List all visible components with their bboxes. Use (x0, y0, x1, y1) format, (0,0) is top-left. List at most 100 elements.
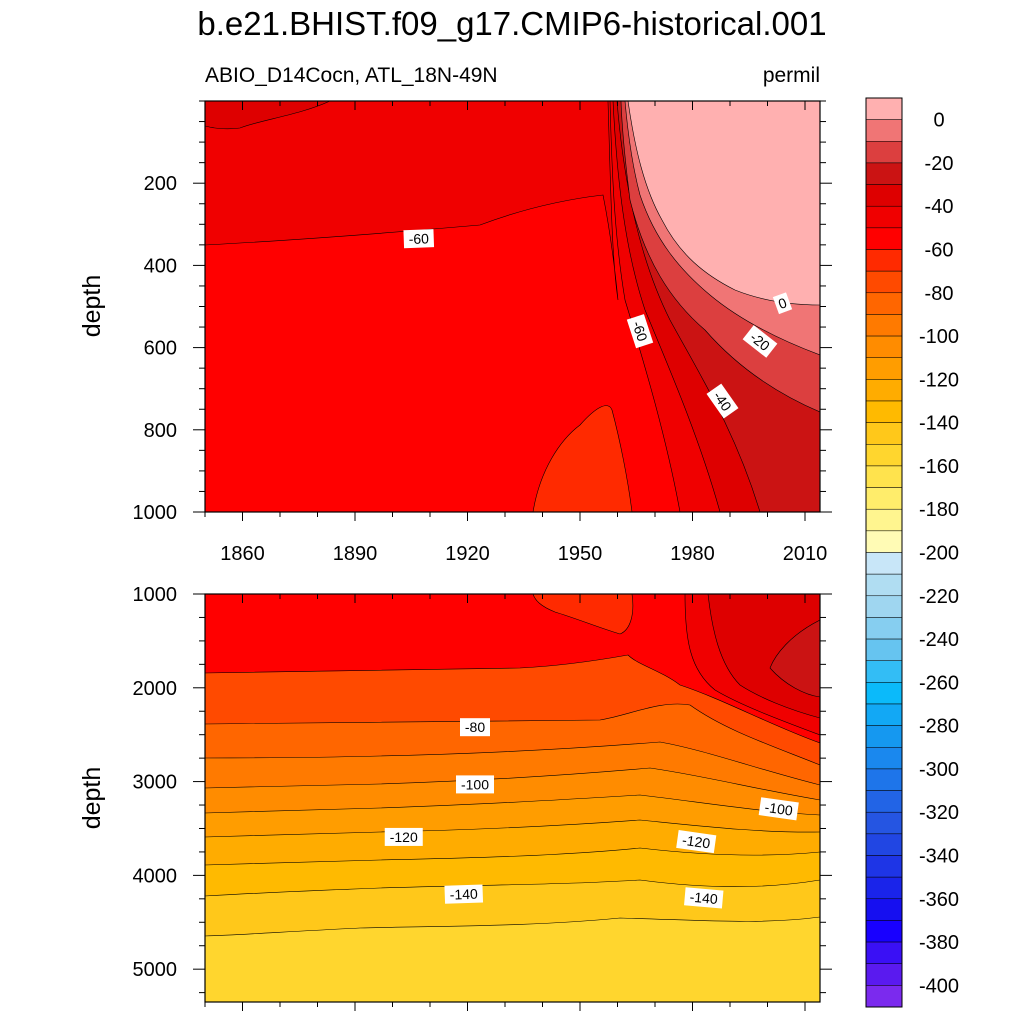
chart-title: b.e21.BHIST.f09_g17.CMIP6-historical.001 (197, 5, 826, 42)
colorbar-label-2: -40 (925, 196, 954, 218)
lower-contour-labels: -80 -100 -100 -120 -120 -140 -140 (384, 718, 799, 909)
lower-contour-label-bg-5 (444, 884, 484, 904)
colorbar-label-14: -280 (919, 716, 959, 738)
colorbar-box-12 (865, 357, 903, 380)
colorbar-label-5: -100 (919, 326, 959, 348)
upper-contour-label-2: 0 (772, 292, 793, 315)
colorbar-box-2 (865, 141, 903, 164)
colorbar-label-10: -200 (919, 543, 959, 565)
upper-x-tick-label-1: 1890 (333, 543, 378, 565)
upper-contour-label-text-1: -60 (629, 319, 651, 343)
colorbar-box-22 (865, 573, 903, 597)
colorbar-box-29 (865, 725, 903, 748)
upper-region-minus70-to-minus80 (532, 405, 633, 512)
lower-y-axis-label: depth (78, 767, 106, 830)
colorbar-box-15 (865, 422, 903, 445)
colorbar-box-25 (865, 638, 903, 661)
lower-y-tick-label-3: 4000 (133, 865, 178, 887)
colorbar-label-16: -320 (919, 802, 959, 824)
colorbar-label-3: -60 (925, 240, 954, 262)
lower-region-minus30-to-minus40 (769, 619, 820, 698)
lower-contour-label-text-4: -120 (681, 832, 711, 852)
colorbar-label-0: 0 (933, 110, 944, 132)
upper-region-darker-edge (205, 101, 331, 130)
lower-contour-label-text-1: -100 (461, 776, 489, 792)
chart-subtitle-right: permil (763, 64, 820, 87)
lower-contour-label-1: -100 (456, 775, 494, 794)
colorbar-label-6: -120 (919, 369, 959, 391)
colorbar-box-31 (865, 768, 903, 791)
colorbar-box-6 (865, 227, 903, 250)
lower-y-tick-label-1: 2000 (133, 678, 178, 700)
lower-contour-label-6: -140 (684, 887, 724, 909)
colorbar-box-1 (865, 119, 903, 142)
lower-contour-label-2: -100 (758, 797, 799, 821)
colorbar-box-9 (865, 292, 903, 315)
colorbar-box-18 (865, 487, 903, 510)
colorbar-box-10 (865, 314, 903, 337)
colorbar-box-35 (865, 855, 903, 878)
upper-y-tick-label-3: 800 (144, 420, 177, 442)
colorbar-box-24 (865, 617, 903, 640)
colorbar-box-16 (865, 444, 903, 467)
colorbar-label-15: -300 (919, 759, 959, 781)
lower-panel-fill (205, 594, 820, 1002)
lower-contour-label-bg-4 (676, 830, 717, 854)
colorbar-label-19: -380 (919, 932, 959, 954)
colorbar-label-13: -260 (919, 672, 959, 694)
upper-contour-label-bg-2 (772, 292, 793, 315)
lower-contour-label-text-3: -120 (390, 829, 418, 845)
lower-region-minus40-to-minus50 (707, 594, 820, 719)
colorbar-box-20 (865, 530, 903, 553)
colorbar-box-39 (865, 941, 903, 964)
colorbar-box-27 (865, 682, 903, 705)
lower-contour-label-text-5: -140 (449, 886, 478, 903)
upper-x-tick-label-0: 1860 (220, 543, 265, 565)
lower-y-tick-label-2: 3000 (133, 772, 178, 794)
upper-panel-fill (205, 101, 820, 512)
colorbar-box-19 (865, 508, 903, 532)
colorbar: 0 -20 -40 -60 -80 -100 -120 -140 -160 -180 -200 -22… (865, 97, 959, 1008)
upper-y-tick-label-2: 600 (144, 338, 177, 360)
upper-y-tick-label-0: 200 (144, 173, 177, 195)
lower-panel-frame (204, 593, 821, 1003)
colorbar-box-28 (865, 703, 903, 726)
upper-x-tick-label-3: 1950 (558, 543, 603, 565)
colorbar-box-17 (865, 465, 903, 488)
colorbar-label-1: -20 (925, 153, 954, 175)
lower-y-tick-label-4: 5000 (133, 959, 178, 981)
upper-y-axis-label: depth (78, 275, 106, 338)
upper-x-tick-label-2: 1920 (445, 543, 490, 565)
lower-contour-label-bg-6 (684, 887, 724, 909)
lower-region-minus70-to-minus80-upper (532, 594, 634, 635)
lower-contour-label-bg-1 (456, 775, 494, 794)
colorbar-box-40 (865, 963, 903, 986)
lower-contour-label-text-0: -80 (465, 719, 485, 735)
colorbar-label-12: -240 (919, 629, 959, 651)
colorbar-box-8 (865, 270, 903, 294)
colorbar-label-11: -220 (919, 586, 959, 608)
colorbar-box-37 (865, 898, 903, 921)
colorbar-box-5 (865, 205, 903, 229)
colorbar-box-41 (865, 985, 903, 1008)
colorbar-box-14 (865, 400, 903, 423)
colorbar-box-32 (865, 790, 903, 813)
upper-contour-label-bg-1 (626, 314, 654, 349)
lower-contour-label-bg-2 (758, 797, 799, 821)
lower-contour-label-text-6: -140 (689, 889, 719, 907)
upper-y-tick-label-4: 1000 (133, 502, 178, 524)
lower-contour-label-3: -120 (384, 827, 423, 846)
colorbar-box-13 (865, 379, 903, 402)
colorbar-box-4 (865, 184, 903, 207)
colorbar-box-30 (865, 747, 903, 770)
upper-contour-label-text-0: -60 (408, 230, 429, 247)
lower-contour-label-5: -140 (444, 884, 484, 904)
colorbar-box-33 (865, 811, 903, 835)
colorbar-box-36 (865, 876, 903, 900)
colorbar-box-7 (865, 249, 903, 272)
colorbar-label-20: -400 (919, 975, 959, 997)
colorbar-box-0 (865, 97, 903, 120)
lower-region-minus60-to-minus70 (205, 594, 820, 744)
lower-contour-label-bg-0 (460, 718, 490, 737)
